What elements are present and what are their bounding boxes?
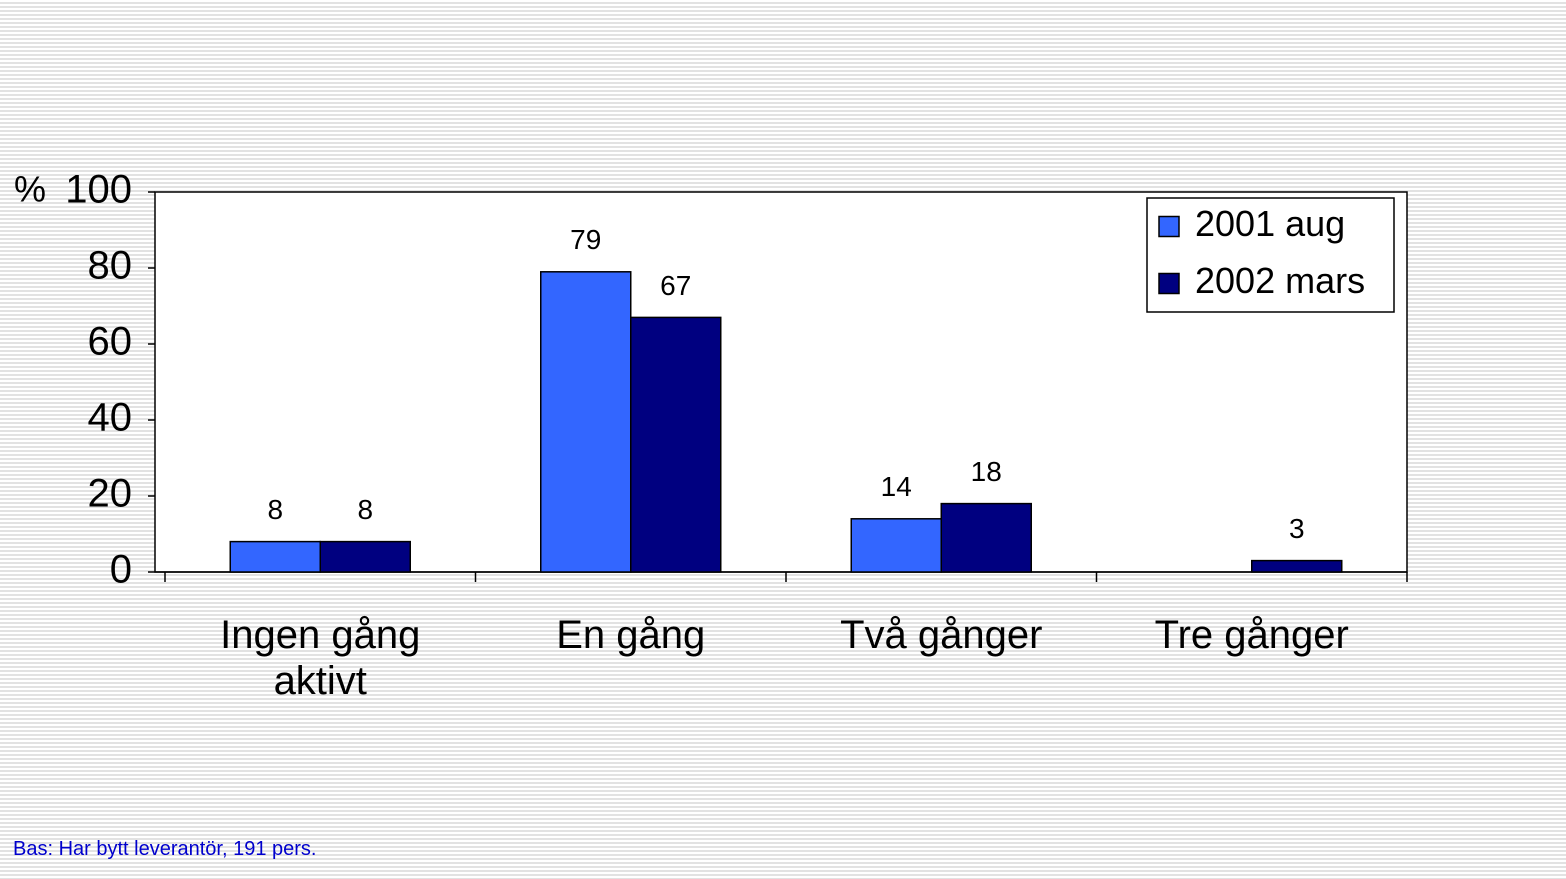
x-tick-label: Två gånger bbox=[840, 613, 1043, 657]
y-axis-label: % bbox=[14, 169, 46, 210]
y-tick-label: 100 bbox=[65, 168, 132, 212]
y-tick-label: 80 bbox=[88, 244, 133, 288]
data-label: 8 bbox=[267, 494, 283, 525]
x-tick-label: Tre gånger bbox=[1154, 613, 1349, 657]
y-tick-label: 60 bbox=[88, 320, 133, 364]
legend-label: 2001 aug bbox=[1195, 203, 1345, 244]
bar bbox=[319, 540, 411, 573]
x-tick-label: En gång bbox=[556, 613, 706, 657]
bar bbox=[940, 502, 1032, 573]
data-label: 67 bbox=[660, 270, 691, 301]
legend-box bbox=[1146, 197, 1395, 313]
bar bbox=[850, 518, 942, 573]
bar bbox=[540, 271, 632, 573]
data-label: 8 bbox=[357, 494, 373, 525]
legend-swatch bbox=[1158, 215, 1180, 238]
x-tick-label: Ingen gång aktivt bbox=[220, 613, 421, 703]
footnote: Bas: Har bytt leverantör, 191 pers. bbox=[13, 838, 317, 860]
data-label: 3 bbox=[1289, 513, 1305, 544]
y-tick-label: 20 bbox=[88, 472, 133, 516]
legend-label: 2002 mars bbox=[1195, 260, 1365, 301]
bar bbox=[630, 316, 722, 573]
y-tick-label: 40 bbox=[88, 396, 133, 440]
y-tick-label: 0 bbox=[110, 548, 132, 592]
data-label: 14 bbox=[881, 471, 912, 502]
data-label: 79 bbox=[570, 224, 601, 255]
bar bbox=[1251, 559, 1343, 573]
bar bbox=[229, 540, 321, 573]
legend-swatch bbox=[1158, 272, 1180, 295]
data-label: 18 bbox=[971, 456, 1002, 487]
